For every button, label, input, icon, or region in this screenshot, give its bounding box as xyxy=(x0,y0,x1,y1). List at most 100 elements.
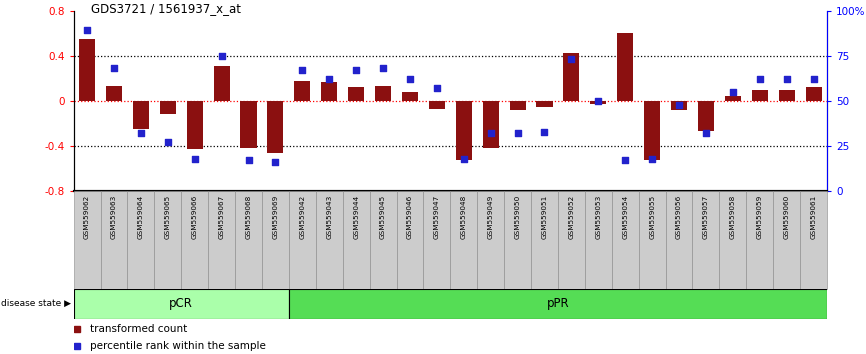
Text: pPR: pPR xyxy=(546,297,569,310)
Bar xyxy=(698,101,714,131)
Bar xyxy=(536,101,553,107)
Text: GSM559069: GSM559069 xyxy=(273,195,278,239)
Text: GSM559053: GSM559053 xyxy=(595,195,601,239)
Point xyxy=(349,67,363,73)
Bar xyxy=(671,101,687,110)
Bar xyxy=(235,191,262,289)
Text: GSM559052: GSM559052 xyxy=(568,195,574,239)
Point xyxy=(376,65,390,71)
Bar xyxy=(482,101,499,148)
Bar xyxy=(402,92,418,101)
Text: GSM559046: GSM559046 xyxy=(407,195,413,239)
Bar xyxy=(531,191,558,289)
Bar xyxy=(348,87,365,101)
Text: GSM559059: GSM559059 xyxy=(757,195,763,239)
Bar xyxy=(343,191,370,289)
Bar xyxy=(187,101,203,149)
Point xyxy=(295,67,309,73)
Bar xyxy=(74,289,289,319)
Text: GSM559043: GSM559043 xyxy=(326,195,333,239)
Bar xyxy=(289,289,827,319)
Text: GSM559048: GSM559048 xyxy=(461,195,467,239)
Point xyxy=(618,158,632,163)
Point xyxy=(215,53,229,58)
Text: GSM559065: GSM559065 xyxy=(165,195,171,239)
Bar xyxy=(241,101,256,148)
Text: GSM559051: GSM559051 xyxy=(541,195,547,239)
Bar xyxy=(563,53,579,101)
Bar xyxy=(214,66,229,101)
Text: GSM559047: GSM559047 xyxy=(434,195,440,239)
Text: GSM559062: GSM559062 xyxy=(84,195,90,239)
Bar xyxy=(316,191,343,289)
Bar xyxy=(746,191,773,289)
Text: GDS3721 / 1561937_x_at: GDS3721 / 1561937_x_at xyxy=(91,2,241,15)
Point xyxy=(699,131,713,136)
Bar xyxy=(617,33,633,101)
Text: disease state ▶: disease state ▶ xyxy=(1,299,71,308)
Bar xyxy=(181,191,208,289)
Bar xyxy=(79,39,95,101)
Text: pCR: pCR xyxy=(170,297,193,310)
Point xyxy=(672,102,686,107)
Point xyxy=(134,131,148,136)
Text: transformed count: transformed count xyxy=(90,324,187,333)
Bar xyxy=(429,101,445,109)
Bar xyxy=(805,87,822,101)
Bar xyxy=(773,191,800,289)
Text: percentile rank within the sample: percentile rank within the sample xyxy=(90,341,266,351)
Bar xyxy=(558,191,585,289)
Point xyxy=(242,158,255,163)
Point xyxy=(753,76,766,82)
Text: GSM559066: GSM559066 xyxy=(191,195,197,239)
Point xyxy=(779,76,793,82)
Point xyxy=(591,98,605,104)
Bar xyxy=(159,101,176,114)
Bar xyxy=(375,86,391,101)
Bar xyxy=(800,191,827,289)
Point xyxy=(161,139,175,145)
Text: GSM559049: GSM559049 xyxy=(488,195,494,239)
Bar xyxy=(611,191,638,289)
Point xyxy=(806,76,820,82)
Point xyxy=(484,131,498,136)
Point xyxy=(645,156,659,161)
Text: GSM559063: GSM559063 xyxy=(111,195,117,239)
Bar xyxy=(397,191,423,289)
Point xyxy=(726,89,740,95)
Text: GSM559042: GSM559042 xyxy=(300,195,306,239)
Bar xyxy=(644,101,660,160)
Text: GSM559056: GSM559056 xyxy=(676,195,682,239)
Bar xyxy=(100,191,127,289)
Bar xyxy=(666,191,693,289)
Point xyxy=(268,159,282,165)
Bar xyxy=(752,90,768,101)
Bar xyxy=(509,101,526,110)
Bar xyxy=(591,101,606,104)
Bar xyxy=(456,101,472,160)
Point xyxy=(430,85,443,91)
Bar xyxy=(693,191,720,289)
Bar xyxy=(585,191,611,289)
Point xyxy=(107,65,121,71)
Bar xyxy=(321,82,337,101)
Text: GSM559055: GSM559055 xyxy=(650,195,655,239)
Point xyxy=(81,28,94,33)
Bar xyxy=(268,101,283,153)
Point xyxy=(403,76,417,82)
Text: GSM559050: GSM559050 xyxy=(514,195,520,239)
Bar xyxy=(720,191,746,289)
Bar xyxy=(423,191,450,289)
Text: GSM559068: GSM559068 xyxy=(246,195,251,239)
Bar xyxy=(370,191,397,289)
Point xyxy=(322,76,336,82)
Bar xyxy=(132,101,149,129)
Bar xyxy=(262,191,289,289)
Point xyxy=(565,57,578,62)
Bar xyxy=(638,191,666,289)
Text: GSM559064: GSM559064 xyxy=(138,195,144,239)
Bar xyxy=(208,191,235,289)
Text: GSM559061: GSM559061 xyxy=(811,195,817,239)
Text: GSM559044: GSM559044 xyxy=(353,195,359,239)
Point xyxy=(538,129,552,135)
